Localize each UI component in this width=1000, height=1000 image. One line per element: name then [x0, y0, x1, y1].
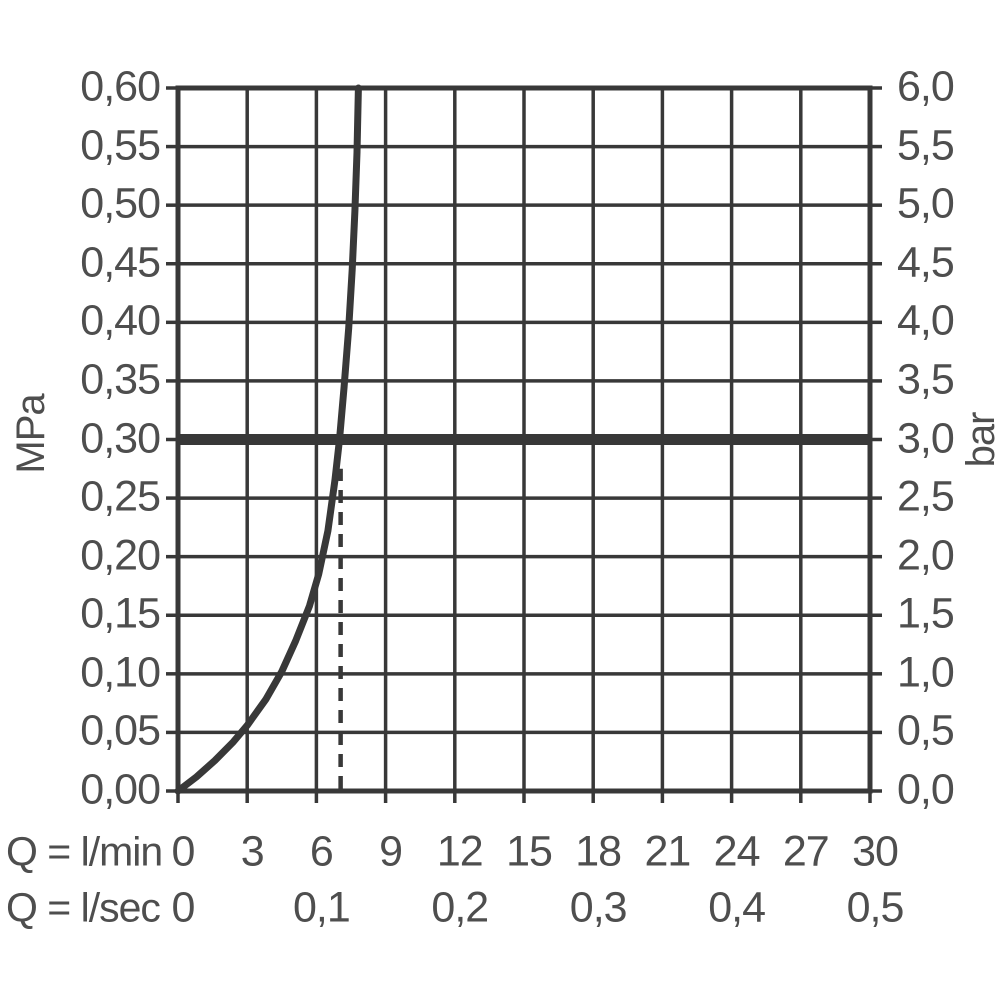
y-right-axis-unit-label: bar: [959, 412, 1000, 468]
y-left-tick-label: 0,30: [80, 414, 161, 463]
x-axis-lmin-label: Q = l/min: [6, 828, 163, 875]
x-lsec-tick-label: 0,3: [569, 883, 628, 932]
y-left-tick-label: 0,55: [80, 121, 161, 170]
y-left-tick-label: 0,00: [80, 765, 161, 814]
y-left-axis-unit-label: MPa: [9, 394, 53, 474]
y-right-tick-label: 3,5: [897, 355, 955, 404]
y-right-tick-label: 5,5: [897, 121, 955, 170]
y-right-tick-label: 4,0: [897, 296, 955, 345]
y-left-tick-label: 0,35: [80, 355, 161, 404]
y-left-tick-label: 0,15: [80, 589, 161, 638]
x-lmin-tick-label: 3: [240, 827, 265, 876]
y-right-tick-label: 0,5: [897, 707, 955, 756]
x-axis-lsec-label: Q = l/sec: [6, 884, 161, 931]
y-left-tick-label: 0,50: [80, 179, 161, 228]
x-lmin-tick-label: 12: [436, 827, 484, 876]
x-lsec-tick-label: 0,2: [431, 883, 489, 932]
y-right-tick-label: 4,5: [897, 238, 955, 287]
y-right-tick-label: 5,0: [897, 179, 955, 228]
y-right-tick-label: 2,0: [897, 531, 955, 580]
y-right-tick-label: 3,0: [897, 414, 955, 463]
x-lmin-tick-label: 18: [575, 827, 622, 876]
x-lmin-tick-label: 30: [852, 827, 899, 876]
x-lsec-tick-label: 0,1: [293, 883, 351, 932]
x-lmin-tick-label: 15: [506, 827, 553, 876]
x-lmin-tick-label: 9: [379, 827, 403, 876]
y-left-tick-label: 0,10: [80, 648, 161, 697]
x-lsec-tick-label: 0,4: [708, 883, 766, 932]
y-left-tick-label: 0,40: [80, 296, 161, 345]
x-lsec-tick-label: 0,5: [846, 883, 905, 932]
x-lmin-tick-label: 24: [713, 827, 761, 876]
x-lmin-tick-label: 0: [171, 827, 196, 876]
x-lmin-tick-label: 6: [309, 827, 334, 876]
y-right-tick-label: 2,5: [897, 472, 955, 521]
y-left-tick-label: 0,20: [80, 531, 161, 580]
x-lsec-tick-label: 0: [171, 883, 196, 932]
pressure-flow-curve: [174, 84, 362, 795]
y-right-tick-label: 1,0: [897, 648, 955, 697]
y-right-tick-label: 6,0: [897, 62, 955, 111]
y-right-tick-label: 1,5: [897, 589, 955, 638]
y-left-tick-label: 0,25: [80, 472, 161, 521]
x-lmin-tick-label: 27: [782, 827, 830, 876]
y-left-tick-label: 0,05: [80, 707, 161, 756]
y-right-tick-label: 0,0: [897, 765, 955, 814]
x-lmin-tick-label: 21: [644, 827, 691, 876]
y-left-tick-label: 0,45: [80, 238, 161, 287]
y-left-tick-label: 0,60: [80, 62, 161, 111]
